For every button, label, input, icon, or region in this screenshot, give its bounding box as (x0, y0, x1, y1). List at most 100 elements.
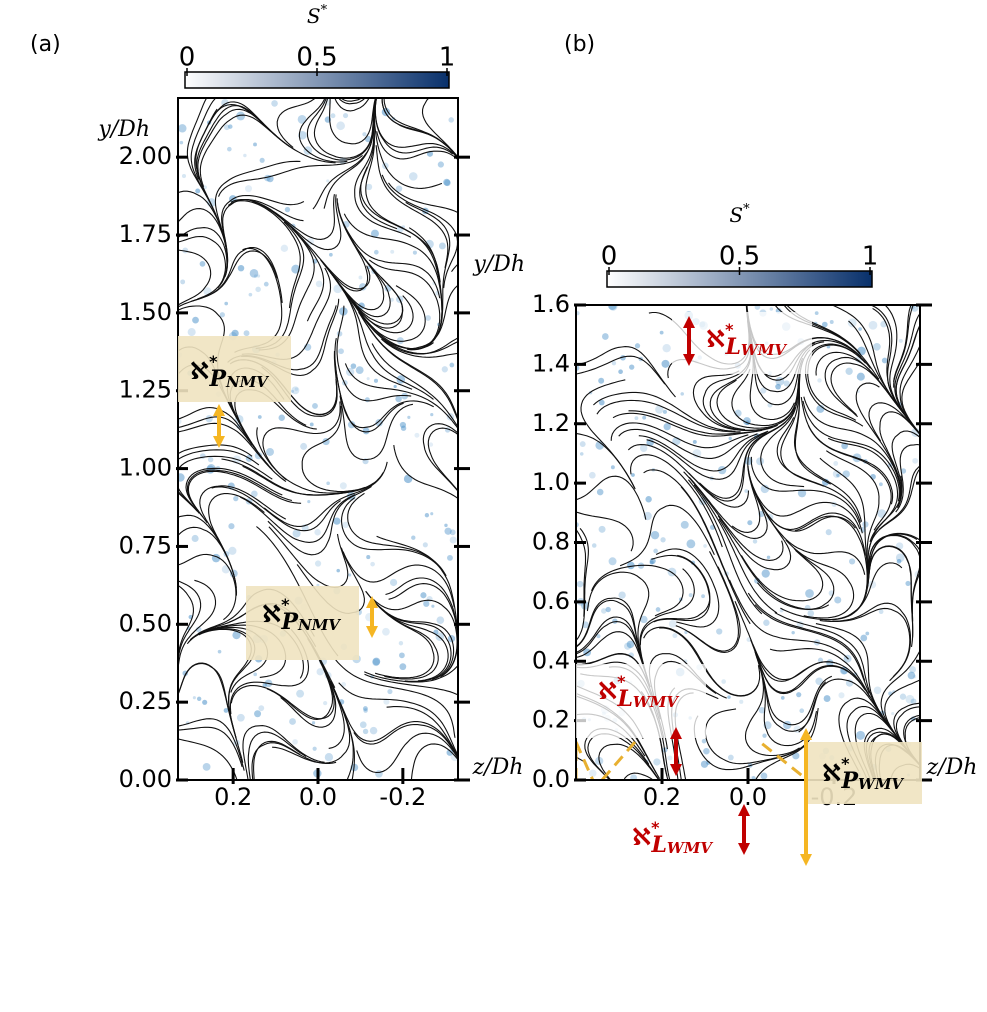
streamline (785, 539, 855, 619)
colorbar-label-sup: * (743, 202, 750, 217)
speckle (605, 606, 611, 613)
streamline (322, 262, 414, 334)
speckle (280, 244, 289, 253)
speckle (655, 405, 664, 414)
speckle (865, 631, 870, 636)
streamline (623, 772, 654, 780)
speckle (290, 389, 295, 393)
speckle (898, 338, 903, 343)
speckle (411, 535, 416, 540)
streamline (339, 284, 434, 400)
speckle (662, 409, 667, 414)
streamline (339, 395, 414, 461)
streamline (804, 343, 864, 427)
panel-label: (b) (564, 32, 595, 57)
speckle (370, 229, 379, 238)
speckle (579, 441, 586, 448)
speckle (414, 432, 420, 438)
x-tick-label: 0.0 (299, 783, 337, 811)
speckle (579, 452, 584, 456)
speckle (420, 592, 427, 599)
y-tick-label: 1.75 (119, 220, 172, 248)
speckle (312, 746, 317, 751)
speckle (289, 718, 296, 725)
speckle (443, 178, 451, 186)
speckle (655, 607, 661, 612)
streamline (731, 421, 787, 533)
streamline (388, 583, 458, 678)
streamline (178, 416, 253, 446)
speckle (341, 682, 347, 687)
speckle (257, 415, 262, 419)
streamline (242, 465, 384, 496)
speckle (424, 513, 430, 518)
speckle (766, 555, 771, 560)
speckle (878, 482, 883, 487)
speckle (373, 378, 379, 383)
speckle (752, 539, 758, 544)
speckle (796, 692, 802, 698)
y-tick-label: 2.00 (119, 142, 172, 170)
streamline (242, 725, 325, 780)
streamline (904, 717, 920, 766)
streamline (754, 708, 819, 780)
speckle (761, 569, 770, 578)
streamline (780, 562, 903, 621)
speckle (338, 348, 344, 355)
speckle (760, 387, 767, 394)
speckle (181, 174, 187, 179)
speckle (762, 733, 767, 738)
speckle (608, 305, 617, 310)
speckle (640, 615, 648, 624)
speckle (255, 286, 261, 293)
colorbar-tick-label: 0 (601, 242, 618, 272)
streamline (576, 528, 587, 617)
speckle (680, 520, 689, 529)
speckle (366, 555, 371, 560)
speckle (316, 668, 324, 676)
speckle (370, 561, 375, 567)
speckle (180, 279, 186, 285)
speckle (437, 161, 444, 168)
x-axis-label: z/Dh (926, 755, 978, 780)
streamline (869, 305, 909, 420)
speckle (227, 146, 232, 152)
speckle (249, 269, 259, 278)
streamline (803, 396, 901, 500)
speckle (905, 694, 915, 704)
speckle (650, 530, 660, 540)
speckle (423, 600, 430, 607)
speckle (747, 520, 753, 526)
streamline (819, 457, 869, 594)
streamline (334, 98, 370, 112)
speckle (667, 755, 673, 761)
y-tick-label: 1.0 (532, 468, 570, 496)
streamline (360, 166, 441, 283)
streamline (576, 475, 647, 520)
annotation-sup: * (841, 754, 850, 773)
streamline (639, 568, 695, 688)
streamline (356, 732, 458, 774)
speckle (294, 387, 299, 391)
speckle (237, 264, 245, 272)
streamline (187, 470, 302, 512)
streamline (230, 680, 335, 720)
speckle (878, 609, 884, 615)
speckle (195, 188, 201, 194)
speckle (350, 363, 357, 369)
speckle (243, 153, 247, 158)
speckle (347, 421, 356, 429)
streamline (335, 659, 456, 738)
annotation-box (576, 664, 706, 738)
speckle (847, 318, 857, 328)
speckle (219, 312, 225, 318)
streamline (783, 305, 852, 346)
speckle (307, 500, 311, 504)
streamline (268, 526, 349, 589)
speckle (387, 688, 393, 695)
streamline (178, 249, 212, 306)
streamline (178, 208, 228, 254)
annotation-base: ℵ (822, 759, 841, 787)
speckle (596, 488, 604, 496)
annotation-subsub: WMV (858, 775, 904, 793)
